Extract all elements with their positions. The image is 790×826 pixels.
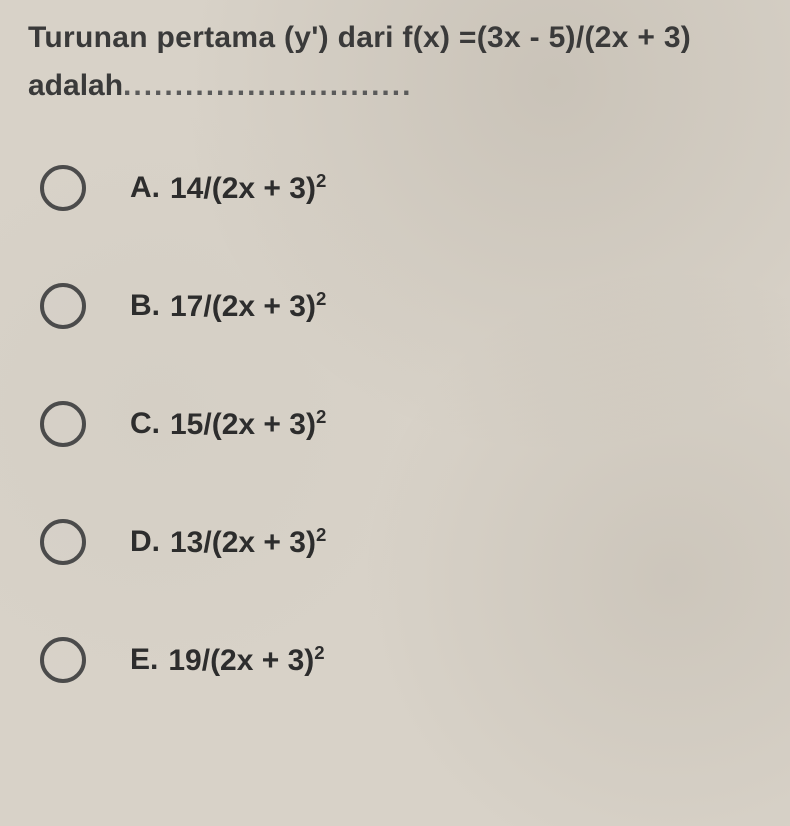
option-letter: D. <box>130 525 160 559</box>
option-text: 19/(2x + 3)2 <box>168 642 324 678</box>
option-exponent: 2 <box>316 406 326 427</box>
question-line-2-prefix: adalah <box>28 69 123 102</box>
option-text: 14/(2x + 3)2 <box>170 170 326 206</box>
option-letter: A. <box>130 171 160 205</box>
option-b[interactable]: B. 17/(2x + 3)2 <box>40 283 762 329</box>
radio-icon[interactable] <box>40 637 86 683</box>
option-letter: E. <box>130 643 158 677</box>
question-line-1: Turunan pertama (y') dari f(x) =(3x - 5)… <box>28 18 762 59</box>
option-text-body: 14/(2x + 3) <box>170 172 316 205</box>
option-a[interactable]: A. 14/(2x + 3)2 <box>40 165 762 211</box>
radio-icon[interactable] <box>40 519 86 565</box>
radio-icon[interactable] <box>40 283 86 329</box>
options-list: A. 14/(2x + 3)2 B. 17/(2x + 3)2 C. 15/(2… <box>28 165 762 683</box>
question-line-2: adalah............................ <box>28 69 762 103</box>
option-text-body: 19/(2x + 3) <box>168 644 314 677</box>
option-text-body: 17/(2x + 3) <box>170 290 316 323</box>
blank-dots: ............................ <box>123 69 412 103</box>
option-text-body: 13/(2x + 3) <box>170 526 316 559</box>
radio-icon[interactable] <box>40 165 86 211</box>
option-exponent: 2 <box>316 524 326 545</box>
option-c[interactable]: C. 15/(2x + 3)2 <box>40 401 762 447</box>
option-exponent: 2 <box>316 170 326 191</box>
option-e[interactable]: E. 19/(2x + 3)2 <box>40 637 762 683</box>
option-letter: C. <box>130 407 160 441</box>
option-d[interactable]: D. 13/(2x + 3)2 <box>40 519 762 565</box>
option-letter: B. <box>130 289 160 323</box>
option-text: 17/(2x + 3)2 <box>170 288 326 324</box>
option-text: 13/(2x + 3)2 <box>170 524 326 560</box>
option-text-body: 15/(2x + 3) <box>170 408 316 441</box>
radio-icon[interactable] <box>40 401 86 447</box>
option-exponent: 2 <box>314 642 324 663</box>
option-exponent: 2 <box>316 288 326 309</box>
option-text: 15/(2x + 3)2 <box>170 406 326 442</box>
